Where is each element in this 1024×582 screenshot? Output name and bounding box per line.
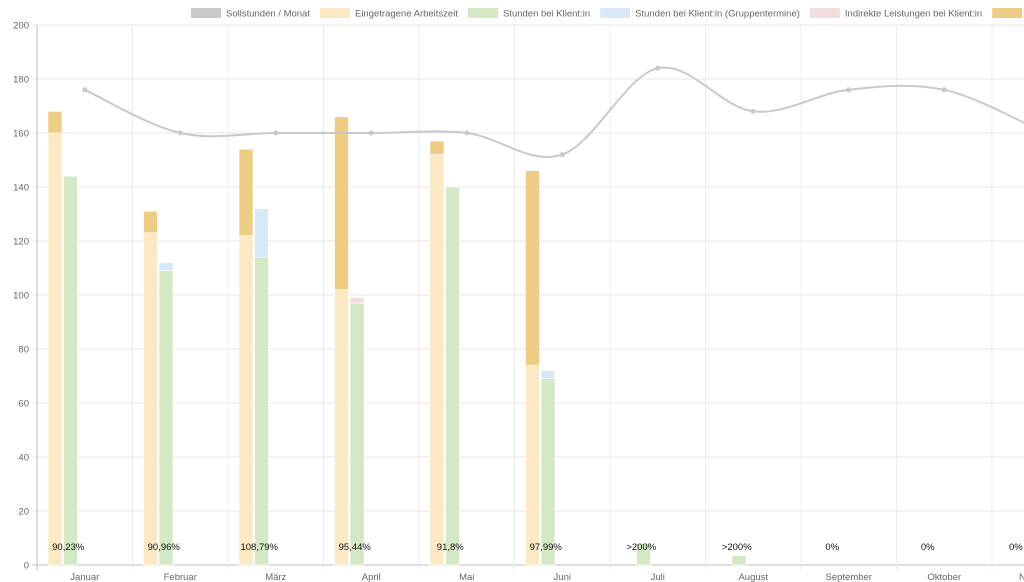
- bar-klient: [158, 270, 174, 566]
- y-tick-label: 20: [18, 507, 29, 518]
- legend-item-gruppe[interactable]: Stunden bei Klient:in (Gruppentermine): [600, 8, 800, 20]
- percent-label: >200%: [626, 542, 656, 553]
- x-axis: Januar Februar März April Mai Juni Juli August S…: [70, 572, 1024, 582]
- sollstunden-line: [82, 65, 1024, 158]
- legend-swatch: [809, 8, 840, 18]
- bar-eingetragen: [334, 289, 349, 566]
- percent-label: 108,79%: [240, 542, 278, 553]
- bar-frei: [334, 116, 349, 290]
- legend-item-soll[interactable]: Sollstunden / Monat: [191, 8, 310, 20]
- sollstunden-point: [941, 87, 947, 93]
- bar-klient: [636, 543, 651, 566]
- bar-gruppe: [540, 370, 556, 380]
- y-tick-label: 0: [24, 561, 29, 572]
- sollstunden-point: [846, 87, 852, 93]
- legend-swatch: [992, 8, 1023, 18]
- x-tick-label: April: [362, 572, 381, 582]
- bar-frei: [143, 211, 158, 234]
- bars: [47, 111, 747, 566]
- x-tick-label: Oktober: [927, 572, 961, 582]
- bar-klient: [445, 186, 460, 566]
- x-tick-label: Juni: [554, 572, 571, 582]
- percent-label: 0%: [1009, 542, 1023, 553]
- bar-eingetragen: [143, 232, 158, 566]
- bar-gruppe: [254, 208, 269, 258]
- bar-frei: [429, 140, 445, 155]
- bar-eingetragen: [429, 154, 445, 566]
- y-tick-label: 160: [13, 129, 29, 140]
- y-tick-label: 120: [13, 237, 29, 248]
- legend-label: Stunden bei Klient:in: [503, 9, 590, 20]
- legend-swatch: [191, 8, 221, 18]
- legend-item-klient[interactable]: Stunden bei Klient:in: [467, 8, 590, 20]
- bar-eingetragen: [525, 364, 540, 566]
- bar-klient: [731, 555, 747, 566]
- sollstunden-point: [177, 130, 183, 136]
- legend-label: Sollstunden / Monat: [226, 9, 310, 20]
- y-tick-label: 140: [13, 183, 29, 194]
- bar-klient: [63, 175, 78, 566]
- y-tick-label: 40: [18, 453, 29, 464]
- legend-swatch: [467, 8, 498, 18]
- sollstunden-point: [464, 130, 470, 136]
- bar-frei: [525, 170, 540, 366]
- x-tick-label: Februar: [164, 572, 197, 582]
- y-axis: 0 20 40 60 80 100 120 140 160 180 200: [13, 21, 38, 572]
- bar-klient: [540, 378, 556, 566]
- sollstunden-point: [655, 65, 661, 71]
- bar-frei: [238, 148, 254, 236]
- legend-label: Stunden bei Klient:in (Gruppentermine): [635, 9, 800, 20]
- legend-label: Eingetragene Arbeitszeit: [355, 9, 458, 20]
- sollstunden-point: [559, 152, 565, 158]
- bar-klient: [254, 256, 269, 566]
- x-tick-label: Januar: [70, 572, 99, 582]
- percent-label: 90,96%: [148, 542, 181, 553]
- sollstunden-line-path: [84, 66, 1024, 158]
- legend-swatch: [319, 8, 350, 18]
- percent-label: 90,23%: [52, 542, 85, 553]
- percent-labels: 90,23% 90,96% 108,79% 95,44% 91,8% 97,99% >200…: [52, 542, 1023, 553]
- bar-eingetragen: [47, 132, 63, 566]
- x-tick-label: September: [826, 572, 872, 582]
- percent-label: 95,44%: [339, 542, 372, 553]
- bar-gruppe: [158, 262, 174, 272]
- legend-label: Indirekte Leistungen bei Klient:in: [845, 9, 982, 20]
- y-tick-label: 180: [13, 75, 29, 86]
- sollstunden-point: [82, 87, 88, 93]
- sollstunden-point: [368, 130, 374, 136]
- percent-label: >200%: [722, 542, 752, 553]
- sollstunden-point: [750, 108, 756, 114]
- x-tick-label: N: [1019, 572, 1024, 582]
- percent-label: 97,99%: [530, 542, 563, 553]
- bar-eingetragen: [238, 235, 254, 566]
- x-tick-label: Juli: [651, 572, 665, 582]
- percent-label: 91,8%: [437, 542, 464, 553]
- x-tick-label: August: [738, 572, 768, 582]
- percent-label: 0%: [921, 542, 935, 553]
- y-tick-label: 80: [18, 345, 29, 356]
- y-tick-label: 100: [13, 291, 29, 302]
- x-tick-label: März: [265, 572, 286, 582]
- percent-label: 0%: [825, 542, 839, 553]
- legend-item-eingetragen[interactable]: Eingetragene Arbeitszeit: [319, 8, 458, 20]
- bar-frei: [47, 111, 63, 134]
- legend-swatch: [600, 8, 631, 18]
- legend[interactable]: Sollstunden / Monat Eingetragene Arbeitsz…: [191, 8, 1024, 20]
- legend-item-frei[interactable]: Arbeitsfreizeit: [992, 8, 1024, 20]
- bar-klient: [349, 302, 365, 566]
- x-tick-label: Mai: [459, 572, 474, 582]
- y-tick-label: 60: [18, 399, 29, 410]
- y-tick-label: 200: [13, 21, 29, 32]
- legend-item-indirekt[interactable]: Indirekte Leistungen bei Klient:in: [809, 8, 982, 20]
- bar-indirekt: [349, 297, 365, 304]
- sollstunden-point: [273, 130, 279, 136]
